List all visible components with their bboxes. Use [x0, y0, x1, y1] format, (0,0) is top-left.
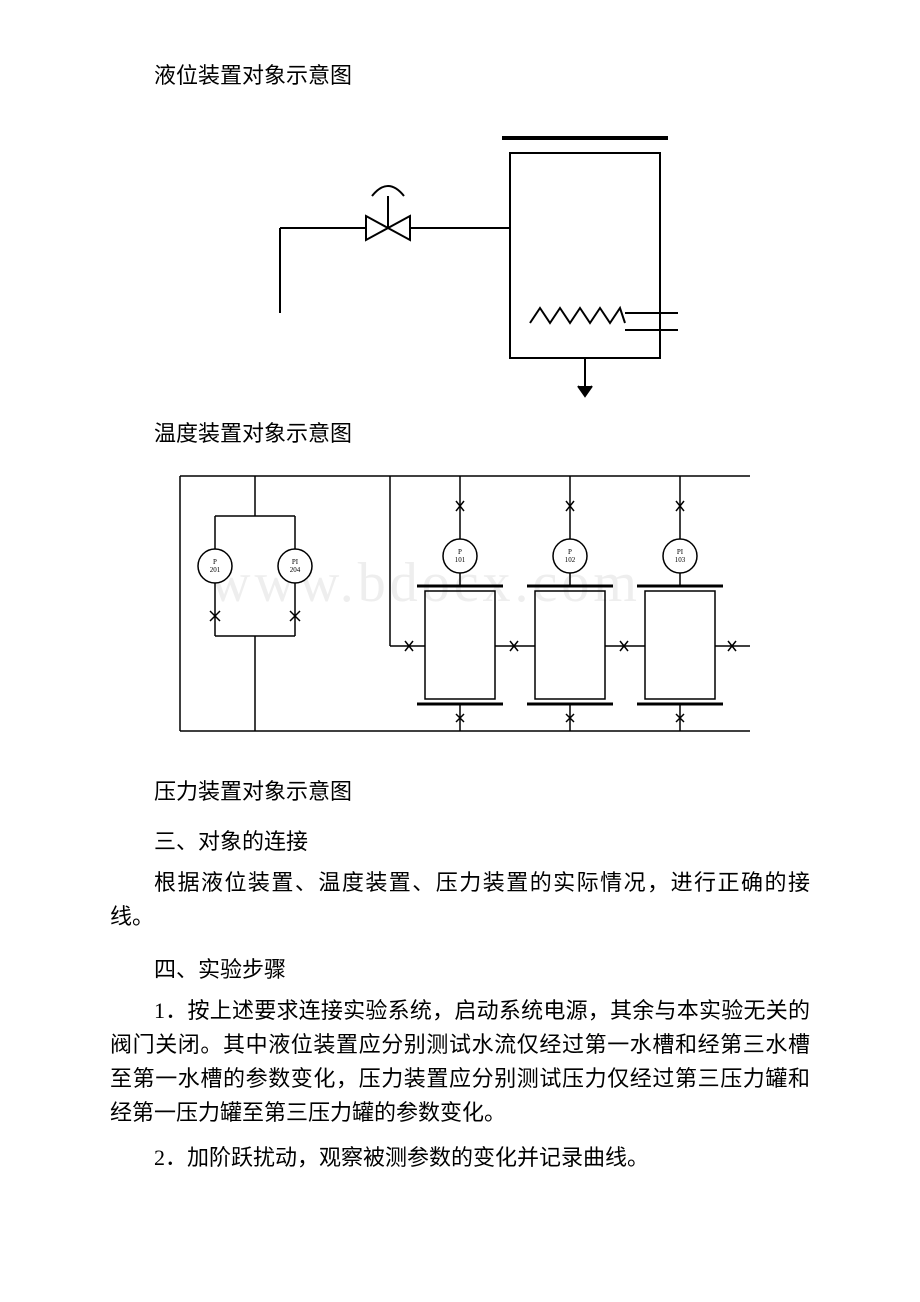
section-3-body: 根据液位装置、温度装置、压力装置的实际情况，进行正确的接线。 [110, 866, 810, 934]
svg-text:P: P [213, 558, 217, 566]
section-4-step1: 1．按上述要求连接实验系统，启动系统电源，其余与本实验无关的阀门关闭。其中液位装… [110, 994, 810, 1130]
temperature-caption: 温度装置对象示意图 [110, 416, 810, 448]
pressure-caption: 压力装置对象示意图 [110, 774, 810, 806]
svg-text:103: 103 [675, 556, 686, 564]
section-4-step2: 2．加阶跃扰动，观察被测参数的变化并记录曲线。 [110, 1141, 810, 1175]
svg-text:201: 201 [210, 566, 221, 574]
diagram-pressure: P 201 PI 204 P 101 P [150, 456, 770, 756]
svg-text:204: 204 [290, 566, 301, 574]
svg-text:PI: PI [677, 548, 684, 556]
svg-text:PI: PI [292, 558, 299, 566]
svg-text:P: P [458, 548, 462, 556]
svg-text:102: 102 [565, 556, 576, 564]
svg-text:101: 101 [455, 556, 466, 564]
section-4-title: 四、实验步骤 [110, 952, 810, 984]
diagram-liquid-wrap [110, 98, 810, 398]
liquid-caption: 液位装置对象示意图 [110, 58, 810, 90]
diagram-pressure-wrap: www.bdocx.com P 201 PI 204 [110, 456, 810, 756]
section-3-title: 三、对象的连接 [110, 824, 810, 856]
diagram-liquid [210, 98, 710, 398]
svg-text:P: P [568, 548, 572, 556]
